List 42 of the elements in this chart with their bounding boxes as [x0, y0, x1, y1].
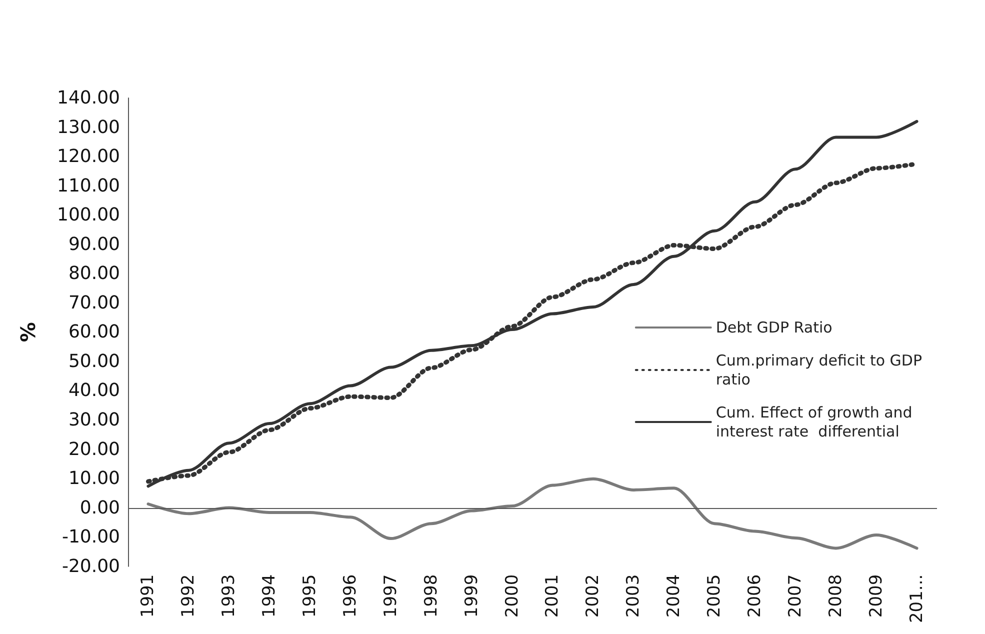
- legend-label: Cum.primary deficit to GDP ratio: [716, 352, 922, 388]
- x-tick-label: 1997: [380, 574, 401, 618]
- x-tick-label: 2005: [704, 574, 725, 618]
- x-tick-label: 2000: [502, 574, 522, 618]
- y-tick-label: 140.00: [57, 88, 120, 108]
- x-tick-label: 2006: [744, 574, 765, 618]
- x-tick-label: 2009: [866, 574, 886, 618]
- x-tick-label: 1991: [138, 574, 158, 618]
- y-tick-label: 30.00: [68, 409, 120, 430]
- x-tick-label: 1998: [421, 574, 442, 618]
- y-tick-label: 60.00: [68, 322, 120, 343]
- x-tick-label: 2008: [826, 574, 846, 618]
- x-tick-label: 1993: [219, 574, 240, 618]
- x-tick-label: 2002: [583, 574, 604, 618]
- x-tick-label: 2003: [624, 574, 644, 618]
- x-tick-label: 2004: [664, 574, 684, 618]
- x-tick-label: 201...: [906, 574, 927, 624]
- y-tick-label: 130.00: [57, 116, 120, 138]
- x-tick-label: 1994: [260, 574, 280, 618]
- x-tick-label: 2001: [542, 574, 563, 618]
- legend-label: Cum. Effect of growth and interest rate differential: [716, 404, 912, 440]
- legend-label: Debt GDP Ratio: [716, 318, 832, 336]
- x-tick-label: 1996: [340, 574, 360, 618]
- x-tick-label: 1995: [300, 574, 320, 618]
- y-tick-label: 100.00: [57, 204, 120, 226]
- y-tick-label: 20.00: [68, 438, 120, 460]
- y-axis-title: %: [16, 322, 40, 342]
- y-tick-label: 50.00: [68, 350, 120, 372]
- x-tick-label: 1999: [462, 574, 482, 618]
- y-tick-label: 110.00: [57, 175, 120, 196]
- y-tick-label: 10.00: [68, 468, 120, 490]
- y-tick-label: 70.00: [68, 292, 120, 314]
- y-tick-label: -20.00: [62, 556, 120, 577]
- y-tick-label: 90.00: [68, 234, 120, 255]
- y-tick-label: 120.00: [57, 146, 120, 168]
- y-tick-label: 40.00: [68, 380, 120, 402]
- x-tick-label: 2007: [785, 574, 806, 618]
- x-tick-label: 1992: [178, 574, 199, 618]
- y-tick-label: 0.00: [80, 497, 120, 518]
- line-series: [146, 477, 918, 550]
- y-tick-label: -10.00: [62, 526, 120, 548]
- y-tick-label: 80.00: [68, 263, 120, 284]
